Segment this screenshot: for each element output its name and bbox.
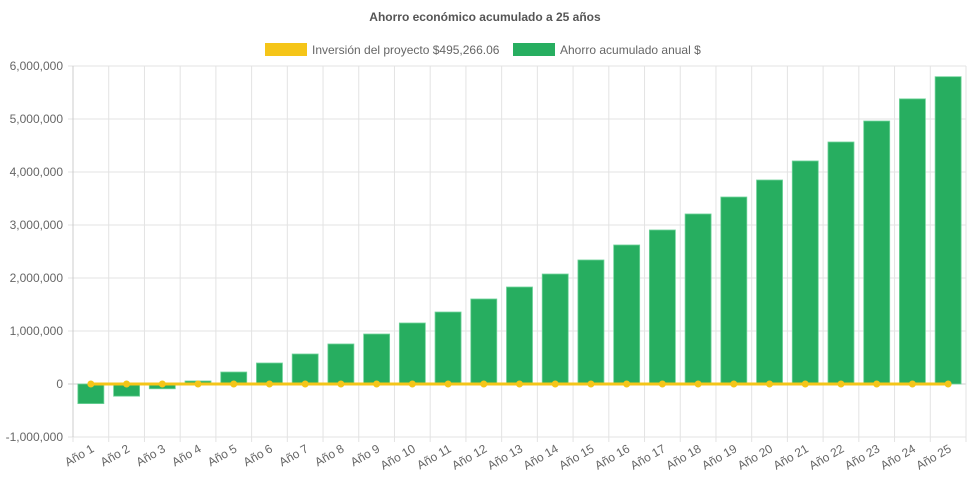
grid [68, 65, 967, 442]
x-tick-label: Año 17 [628, 441, 668, 472]
x-tick-label: Año 19 [699, 441, 739, 472]
investment-point [123, 380, 131, 388]
bar [398, 322, 426, 385]
x-tick-label: Año 25 [914, 441, 954, 472]
x-tick-label: Año 8 [312, 441, 346, 469]
bar [613, 244, 641, 385]
investment-point [408, 380, 416, 388]
bar [327, 343, 355, 385]
investment-point [873, 380, 881, 388]
y-tick-label: 0 [56, 377, 63, 391]
bar [541, 273, 569, 385]
investment-point [551, 380, 559, 388]
bar [863, 120, 891, 385]
x-tick-label: Año 9 [348, 441, 382, 469]
y-tick-label: 1,000,000 [10, 324, 64, 338]
bar [506, 286, 533, 385]
investment-point [444, 380, 452, 388]
chart-title: Ahorro económico acumulado a 25 años [369, 10, 601, 24]
bar [899, 98, 926, 385]
legend-swatch-investment [265, 43, 307, 56]
x-tick-label: Año 24 [878, 441, 918, 472]
x-tick-label: Año 15 [556, 441, 596, 472]
bar [577, 259, 605, 385]
investment-point [801, 380, 809, 388]
investment-point [337, 380, 345, 388]
legend-label-savings: Ahorro acumulado anual $ [560, 43, 701, 57]
investment-point [373, 380, 381, 388]
bar [791, 160, 819, 385]
investment-point [194, 380, 202, 388]
x-tick-label: Año 21 [771, 441, 811, 472]
investment-point [87, 380, 95, 388]
x-tick-label: Año 13 [485, 441, 525, 472]
y-tick-label: 5,000,000 [10, 112, 64, 126]
bar [470, 298, 498, 385]
bar [827, 141, 855, 385]
investment-point [480, 380, 488, 388]
investment-point [301, 380, 309, 388]
y-tick-label: 6,000,000 [10, 59, 64, 73]
y-tick-label: -1,000,000 [6, 430, 64, 444]
x-tick-label: Año 4 [169, 441, 203, 469]
investment-point [766, 380, 774, 388]
legend-item-savings[interactable]: Ahorro acumulado anual $ [513, 43, 701, 57]
y-axis: 6,000,000 5,000,000 4,000,000 3,000,000 2,00… [6, 59, 64, 444]
investment-point [587, 380, 595, 388]
x-axis: Año 1 Año 2 Año 3 Año 4 Año 5 Año 6 Año 7 Año 8… [62, 441, 954, 472]
x-tick-label: Año 18 [664, 441, 704, 472]
x-tick-label: Año 5 [205, 441, 239, 469]
investment-point [265, 380, 273, 388]
bar [720, 196, 748, 385]
bar [434, 311, 462, 385]
y-tick-label: 3,000,000 [10, 218, 64, 232]
x-tick-label: Año 22 [807, 441, 847, 472]
x-tick-label: Año 7 [277, 441, 311, 469]
investment-point [944, 380, 952, 388]
bar [934, 76, 962, 385]
investment-point [908, 380, 916, 388]
investment-point [158, 380, 166, 388]
bar [291, 353, 319, 385]
x-tick-label: Año 12 [449, 441, 489, 472]
bar [756, 179, 783, 385]
investment-point [837, 380, 845, 388]
x-tick-label: Año 10 [378, 441, 418, 472]
investment-line [87, 380, 952, 388]
investment-point [694, 380, 702, 388]
investment-point [730, 380, 738, 388]
legend: Inversión del proyecto $495,266.06 Ahorr… [265, 43, 701, 57]
legend-item-investment[interactable]: Inversión del proyecto $495,266.06 [265, 43, 500, 57]
bar [363, 333, 391, 385]
legend-swatch-savings [513, 43, 555, 56]
investment-point [516, 380, 523, 388]
investment-point [230, 380, 238, 388]
y-tick-label: 4,000,000 [10, 165, 64, 179]
investment-point [623, 380, 631, 388]
y-tick-label: 2,000,000 [10, 271, 64, 285]
x-tick-label: Año 11 [414, 441, 453, 472]
x-tick-label: Año 6 [241, 441, 275, 469]
x-tick-label: Año 1 [62, 441, 96, 469]
x-tick-label: Año 3 [134, 441, 168, 469]
legend-label-investment: Inversión del proyecto $495,266.06 [312, 43, 500, 57]
investment-point [658, 380, 666, 388]
x-tick-label: Año 16 [592, 441, 632, 472]
x-tick-label: Año 23 [842, 441, 882, 472]
x-tick-label: Año 2 [98, 441, 132, 469]
x-tick-label: Año 20 [735, 441, 775, 472]
bars [77, 76, 962, 405]
bar [648, 229, 676, 385]
x-tick-label: Año 14 [521, 441, 561, 472]
bar [684, 213, 712, 385]
